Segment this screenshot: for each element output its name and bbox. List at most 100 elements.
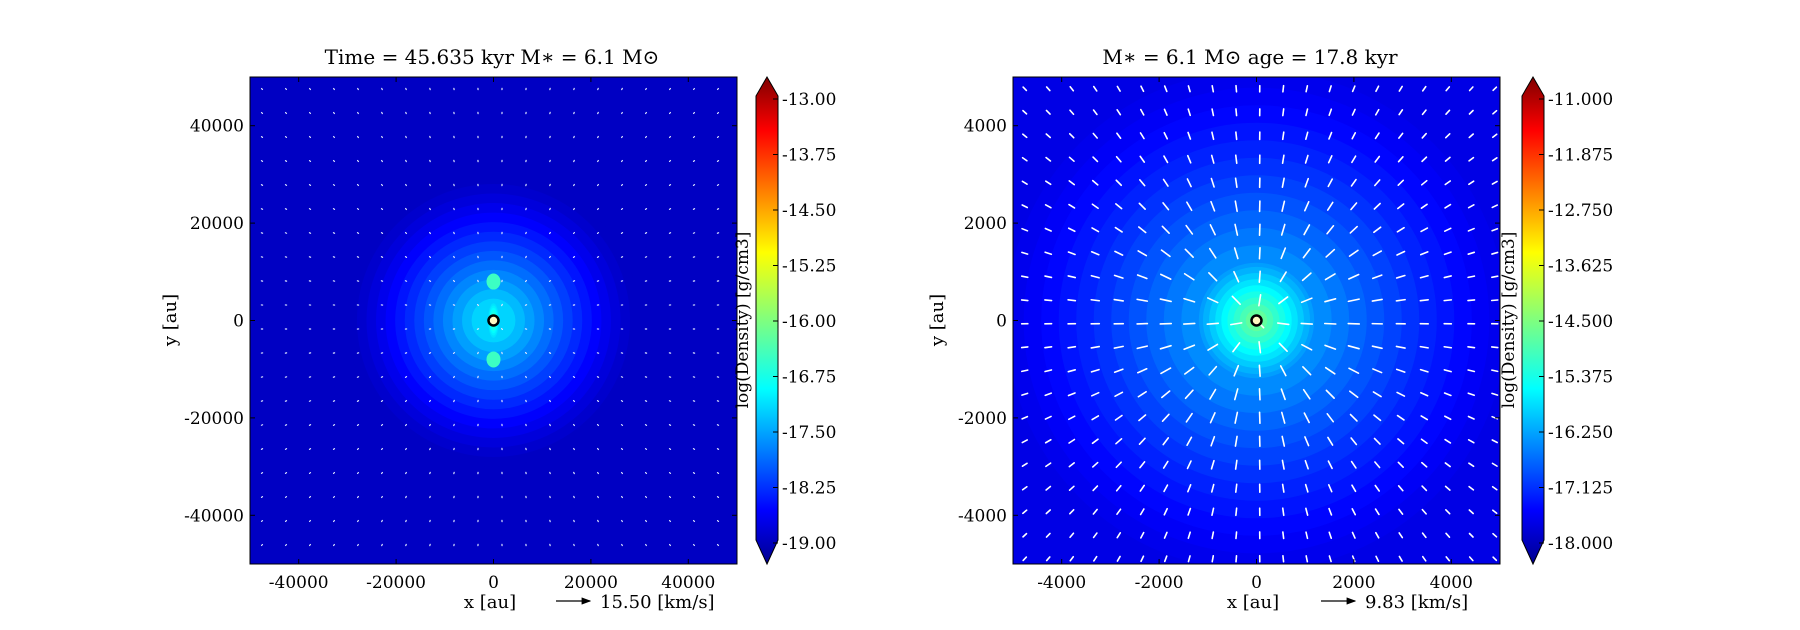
velocity-arrow — [620, 159, 624, 163]
velocity-arrow — [1468, 156, 1475, 162]
velocity-arrow — [1374, 132, 1380, 140]
velocity-arrow — [1280, 247, 1287, 260]
velocity-arrow — [1115, 155, 1122, 163]
velocity-arrow — [716, 543, 720, 547]
velocity-arrow — [1258, 294, 1262, 307]
velocity-arrow — [524, 351, 528, 355]
velocity-arrow — [1068, 485, 1075, 492]
velocity-arrow — [1162, 202, 1170, 211]
velocity-arrow — [1491, 204, 1499, 209]
velocity-arrow — [1044, 392, 1053, 397]
velocity-arrow — [548, 280, 552, 282]
velocity-arrow — [284, 160, 288, 162]
velocity-arrow — [381, 471, 383, 475]
velocity-arrow — [1326, 413, 1335, 423]
velocity-arrow — [429, 183, 431, 187]
colorbar-tick-label: -16.00 — [782, 312, 836, 332]
velocity-arrow — [1044, 227, 1052, 232]
velocity-arrow — [1281, 459, 1285, 470]
velocity-arrow — [1328, 507, 1333, 516]
velocity-arrow — [1491, 133, 1498, 139]
velocity-arrow — [1328, 531, 1333, 540]
velocity-arrow — [596, 447, 600, 451]
velocity-arrow — [1444, 156, 1451, 162]
velocity-arrow — [644, 424, 648, 426]
velocity-arrow — [1021, 415, 1029, 420]
velocity-arrow — [620, 256, 624, 258]
velocity-arrow — [621, 135, 623, 139]
velocity-arrow — [1282, 531, 1285, 540]
velocity-arrow — [644, 208, 648, 210]
velocity-arrow — [692, 519, 696, 523]
velocity-arrow — [1468, 109, 1474, 115]
velocity-arrow — [549, 447, 551, 451]
velocity-arrow — [1467, 227, 1475, 232]
velocity-arrow — [1139, 461, 1146, 469]
velocity-arrow — [452, 279, 456, 283]
velocity-arrow — [1492, 509, 1498, 515]
velocity-arrow — [716, 135, 720, 139]
velocity-arrow — [284, 543, 288, 547]
velocity-arrow — [1161, 390, 1171, 399]
velocity-arrow — [1211, 507, 1215, 516]
velocity-arrow — [1067, 227, 1076, 233]
velocity-arrow — [1420, 415, 1429, 421]
velocity-arrow — [1138, 226, 1147, 234]
velocity-arrow — [1183, 272, 1195, 281]
x-axis-ticks: -4000 -2000 0 2000 4000 — [1037, 77, 1473, 593]
velocity-arrow — [1235, 554, 1238, 563]
velocity-arrow — [1186, 436, 1193, 447]
velocity-arrow — [716, 448, 720, 450]
velocity-arrow — [1348, 249, 1359, 257]
x-tick-label: 4000 — [1430, 573, 1473, 593]
velocity-arrow — [380, 423, 384, 427]
velocity-arrow — [404, 280, 408, 282]
density-panel-right: M∗ = 6.1 M⊙ age = 17.8 kyr -4000 -2000 0 20… — [927, 45, 1613, 613]
velocity-arrow — [1113, 345, 1124, 349]
velocity-arrow — [1278, 342, 1288, 352]
velocity-arrow — [308, 184, 312, 186]
y-axis-label: y [au] — [927, 294, 948, 347]
x-tick-label: -40000 — [269, 573, 329, 593]
colorbar-tick-label: -14.500 — [1548, 312, 1613, 332]
velocity-arrow — [332, 183, 336, 187]
velocity-arrow — [1490, 346, 1499, 349]
velocity-arrow — [284, 424, 288, 426]
velocity-arrow — [1373, 202, 1381, 210]
velocity-arrow — [1421, 532, 1427, 539]
velocity-arrow — [1443, 392, 1452, 397]
velocity-arrow — [524, 304, 528, 306]
x-tick-label: -20000 — [366, 573, 426, 593]
velocity-arrow — [1492, 86, 1498, 92]
velocity-arrow — [308, 135, 312, 139]
velocity-arrow — [644, 495, 648, 499]
velocity-arrow — [1395, 298, 1406, 302]
velocity-arrow — [1092, 461, 1099, 468]
velocity-arrow — [1374, 461, 1381, 469]
velocity-arrow — [332, 159, 336, 163]
velocity-arrow — [1184, 389, 1194, 400]
velocity-arrow — [1281, 177, 1285, 188]
velocity-arrow — [380, 447, 384, 451]
velocity-arrow — [1276, 322, 1290, 326]
velocity-arrow — [1069, 532, 1075, 539]
velocity-arrow — [404, 376, 408, 378]
velocity-arrow — [1208, 247, 1217, 259]
y-tick-label: 20000 — [190, 214, 244, 234]
velocity-arrow — [668, 232, 672, 234]
velocity-arrow — [1350, 437, 1358, 446]
velocity-arrow — [1211, 555, 1215, 563]
velocity-arrow — [356, 447, 360, 451]
velocity-arrow — [380, 400, 384, 402]
velocity-arrow — [1021, 462, 1028, 467]
velocity-arrow — [260, 424, 264, 426]
velocity-arrow — [645, 87, 647, 91]
velocity-arrow — [1022, 556, 1028, 562]
velocity-arrow — [1302, 366, 1312, 376]
x-tick-label: 40000 — [661, 573, 715, 593]
velocity-arrow — [1491, 462, 1498, 467]
velocity-arrow — [1022, 532, 1028, 538]
velocity-arrow — [572, 256, 576, 258]
velocity-arrow — [1350, 460, 1357, 469]
velocity-arrow — [1206, 297, 1219, 304]
